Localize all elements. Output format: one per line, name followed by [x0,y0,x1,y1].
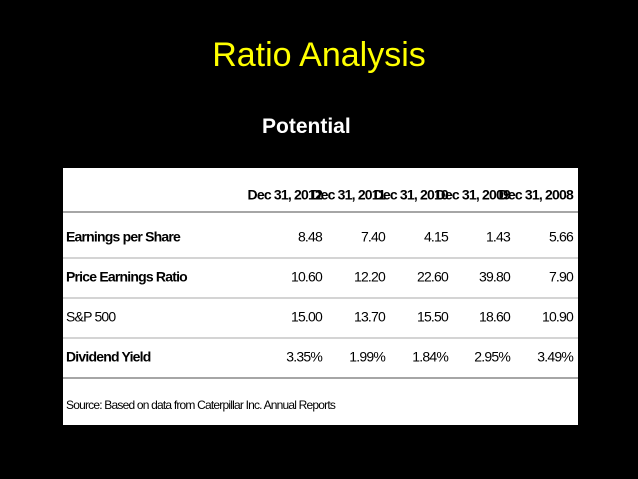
column-header: Dec 31, 2009 [436,187,511,203]
cell: 22.60 [417,269,449,285]
cell: 10.60 [291,269,323,285]
cell: 7.90 [549,269,574,285]
cell: 7.40 [361,229,386,245]
cell: 2.95% [474,349,510,365]
cell: 4.15 [424,229,449,245]
cell: 1.99% [349,349,385,365]
column-header: Dec 31, 2008 [499,187,574,203]
cell: 5.66 [549,229,574,245]
slide-title: Ratio Analysis [212,36,426,74]
cell: 15.00 [291,309,323,325]
slide-subtitle: Potential [262,115,351,138]
row-label: Price Earnings Ratio [66,269,187,285]
cell: 3.49% [537,349,573,365]
cell: 3.35% [286,349,322,365]
row-label: Earnings per Share [66,229,181,245]
column-header: Dec 31, 2012 [248,187,323,203]
cell: 1.43 [486,229,511,245]
cell: 15.50 [417,309,449,325]
column-header: Dec 31, 2010 [374,187,449,203]
cell: 8.48 [298,229,323,245]
cell: 10.90 [542,309,574,325]
source-note: Source: Based on data from Caterpillar I… [66,398,336,412]
cell: 39.80 [479,269,511,285]
row-label: Dividend Yield [66,349,151,365]
cell: 18.60 [479,309,511,325]
cell: 12.20 [354,269,386,285]
cell: 1.84% [412,349,448,365]
cell: 13.70 [354,309,386,325]
row-label: S&P 500 [66,309,116,325]
column-header: Dec 31, 2011 [311,187,386,203]
table-background [63,168,578,425]
